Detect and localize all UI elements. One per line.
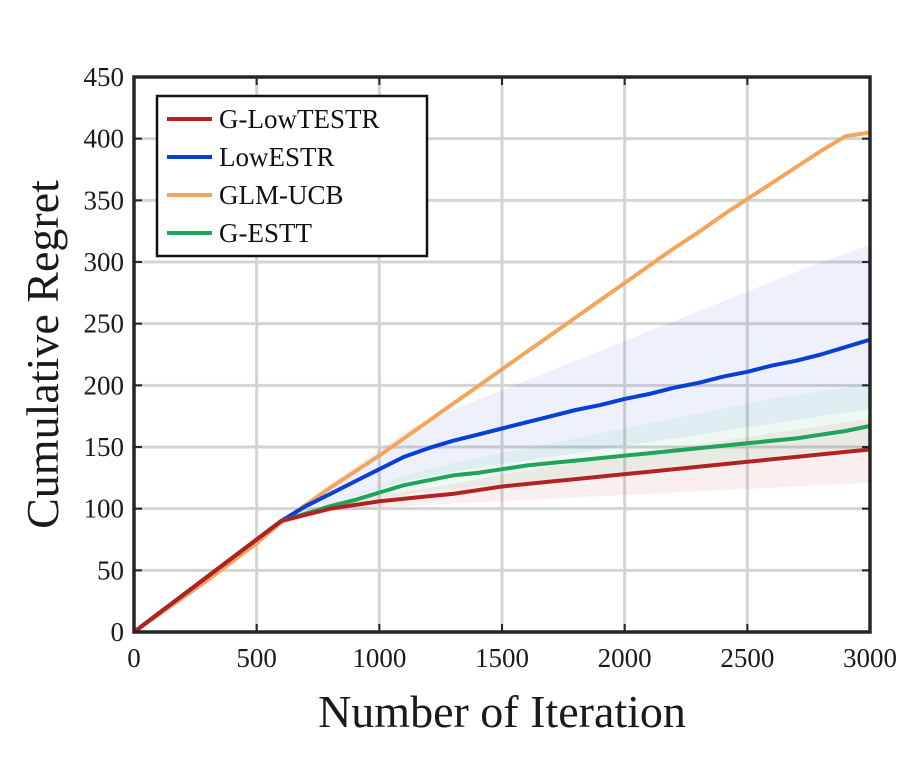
series-lines (134, 130, 870, 632)
g-estt-band (134, 382, 870, 632)
x-tick-label-1000: 1000 (352, 643, 406, 673)
confidence-bands (134, 244, 870, 632)
legend-label-lowestr: LowESTR (219, 142, 335, 172)
legend: G-LowTESTR LowESTR GLM-UCB G-ESTT (155, 94, 429, 258)
y-tick-label-400: 400 (84, 124, 125, 154)
grid (134, 77, 870, 632)
x-tick-label-3000: 3000 (843, 643, 897, 673)
y-tick-label-50: 50 (97, 555, 124, 585)
x-axis-title: Number of Iteration (318, 686, 686, 737)
legend-item-g-estt: G-ESTT (167, 218, 312, 248)
y-tick-label-0: 0 (111, 617, 125, 647)
legend-item-glm-ucb: GLM-UCB (167, 180, 344, 210)
lowestr-band (134, 244, 870, 632)
axis-ticks: 0 500 1000 1500 2000 2500 3000 0 50 100 150 200 250 3… (84, 62, 898, 673)
x-tick-label-1500: 1500 (475, 643, 529, 673)
y-tick-label-150: 150 (84, 432, 125, 462)
y-tick-label-300: 300 (84, 247, 125, 277)
x-tick-label-2500: 2500 (720, 643, 774, 673)
legend-box (155, 94, 429, 258)
legend-label-g-lowtestr: G-LowTESTR (219, 104, 379, 134)
y-axis-title: Cumulative Regret (17, 180, 68, 529)
x-tick-label-0: 0 (127, 643, 141, 673)
legend-item-g-lowtestr: G-LowTESTR (167, 104, 379, 134)
y-tick-label-100: 100 (84, 494, 125, 524)
y-tick-label-450: 450 (84, 62, 125, 92)
legend-item-lowestr: LowESTR (167, 142, 335, 172)
glm-ucb-line (134, 130, 870, 632)
g-lowtestr-line (134, 447, 870, 632)
legend-label-glm-ucb: GLM-UCB (219, 180, 344, 210)
g-lowtestr-band (134, 418, 870, 632)
y-tick-label-350: 350 (84, 185, 125, 215)
x-tick-label-2000: 2000 (598, 643, 652, 673)
legend-label-g-estt: G-ESTT (219, 218, 312, 248)
y-tick-label-250: 250 (84, 309, 125, 339)
x-tick-label-500: 500 (236, 643, 277, 673)
y-tick-label-200: 200 (84, 370, 125, 400)
